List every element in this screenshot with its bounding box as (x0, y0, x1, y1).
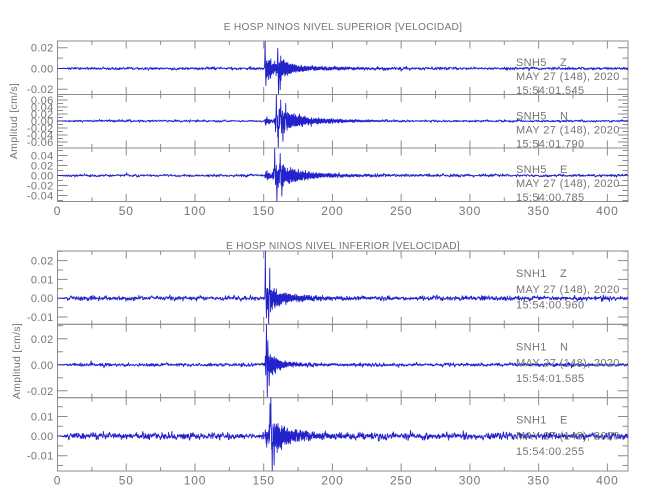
y-tick-label: -0.04 (27, 191, 54, 203)
x-tick-label: 200 (321, 474, 343, 488)
x-tick-label: 300 (459, 474, 481, 488)
y-tick-label: 0.04 (31, 151, 54, 163)
x-tick-label: 400 (596, 474, 618, 488)
y-tick-label: 0.00 (31, 116, 54, 128)
x-tick-label: 300 (459, 204, 481, 218)
y-tick-label: -0.06 (27, 137, 54, 149)
station-label: SNH5 (516, 57, 547, 69)
y-tick-label: 0.00 (31, 171, 54, 183)
x-tick-label: 50 (119, 204, 134, 218)
y-tick-label: 0.00 (31, 360, 54, 372)
station-label: SNH1 (516, 415, 547, 427)
x-tick-label: 250 (390, 474, 412, 488)
trace-snh5-n (57, 94, 628, 148)
component-label: N (560, 341, 568, 353)
x-tick-label: 350 (527, 474, 549, 488)
time-label: 15:54:00.255 (516, 446, 584, 458)
y-tick-label: -0.02 (27, 123, 54, 135)
x-tick-label: 150 (252, 204, 274, 218)
panel-snh5-z: 0.02 0.00 -0.02 (27, 40, 629, 96)
y-tick-label: -0.02 (27, 181, 54, 193)
y-tick-label: 0.00 (31, 431, 54, 443)
y-tick-label: -0.02 (27, 84, 54, 96)
y-tick-label: 0.02 (31, 334, 54, 346)
y-tick-label: 0.06 (31, 95, 54, 107)
y-tick-label: 0.01 (31, 274, 54, 286)
time-label: 15:54:00.960 (516, 300, 584, 312)
x-tick-label: 250 (390, 204, 412, 218)
time-label: 15:54:00.785 (516, 192, 584, 204)
x-tick-label: 50 (119, 474, 134, 488)
y-tick-label: 0.02 (31, 161, 54, 173)
component-label: E (560, 164, 568, 176)
date-label: MAY 27 (148), 2020 (516, 125, 620, 137)
trace-snh1-e (57, 397, 628, 471)
station-label: SNH5 (516, 111, 547, 123)
time-label: 15:54:01.545 (516, 85, 584, 97)
y-tick-label: 0.02 (31, 43, 54, 55)
x-tick-label: 0 (54, 204, 61, 218)
date-label: MAY 27 (148), 2020 (516, 431, 620, 443)
trace-snh5-z (57, 41, 628, 95)
y-tick-label: 0.02 (31, 256, 54, 268)
x-tick-label: 200 (321, 204, 343, 218)
x-tick-label: 100 (184, 474, 206, 488)
date-label: MAY 27 (148), 2020 (516, 284, 620, 296)
station-label: SNH1 (516, 268, 547, 280)
y-tick-label: 0.00 (31, 293, 54, 305)
y-tick-label: -0.04 (27, 130, 54, 142)
trace-snh5-e (57, 148, 628, 202)
y-tick-label: -0.01 (27, 451, 54, 463)
date-label: MAY 27 (148), 2020 (516, 357, 620, 369)
y-tick-label: 0.01 (31, 411, 54, 423)
group-title-superior: E HOSP NINOS NIVEL SUPERIOR [VELOCIDAD] (224, 22, 462, 33)
station-label: SNH5 (516, 164, 547, 176)
group-title-inferior: E HOSP NINOS NIVEL INFERIOR [VELOCIDAD] (226, 241, 460, 252)
x-tick-label: 0 (54, 474, 61, 488)
plots-layer: 0.020.00-0.020.060.040.020.00-0.02-0.04-… (27, 40, 629, 488)
x-tick-label: 150 (252, 474, 274, 488)
y-axis-title-inferior: Amplitud [cm/s] (11, 323, 23, 399)
component-label: N (560, 111, 568, 123)
x-tick-label: 100 (184, 204, 206, 218)
x-tick-label: 350 (527, 204, 549, 218)
y-tick-label: 0.04 (31, 102, 54, 114)
component-label: E (560, 415, 568, 427)
panel-snh5-e: 0.040.020.00-0.02-0.04 (27, 147, 629, 203)
trace-snh1-z (57, 251, 628, 325)
y-tick-label: -0.02 (27, 386, 54, 398)
trace-snh1-n (57, 324, 628, 398)
station-label: SNH1 (516, 341, 547, 353)
panel-snh1-e: 0.01 0.00 -0.01 (27, 397, 629, 472)
panel-frame (57, 397, 629, 472)
component-label: Z (560, 57, 567, 69)
y-tick-label: 0.02 (31, 109, 54, 121)
component-label: Z (560, 268, 567, 280)
date-label: MAY 27 (148), 2020 (516, 178, 620, 190)
y-tick-label: -0.01 (27, 312, 54, 324)
x-tick-label: 400 (596, 204, 618, 218)
y-tick-label: 0.00 (31, 63, 54, 75)
date-label: MAY 27 (148), 2020 (516, 71, 620, 83)
y-axis-title-superior: Amplitud [cm/s] (8, 83, 20, 159)
time-label: 15:54:01.585 (516, 373, 584, 385)
time-label: 15:54:01.790 (516, 139, 584, 151)
annotations-layer: SNH5 Z MAY 27 (148), 2020 15:54:01.545 S… (516, 57, 620, 458)
